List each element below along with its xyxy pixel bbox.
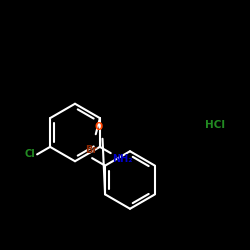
Text: Cl: Cl: [24, 150, 35, 160]
Text: O: O: [94, 122, 103, 132]
Text: Br: Br: [85, 145, 97, 155]
Text: NH₂: NH₂: [112, 154, 132, 164]
Text: HCl: HCl: [205, 120, 225, 130]
